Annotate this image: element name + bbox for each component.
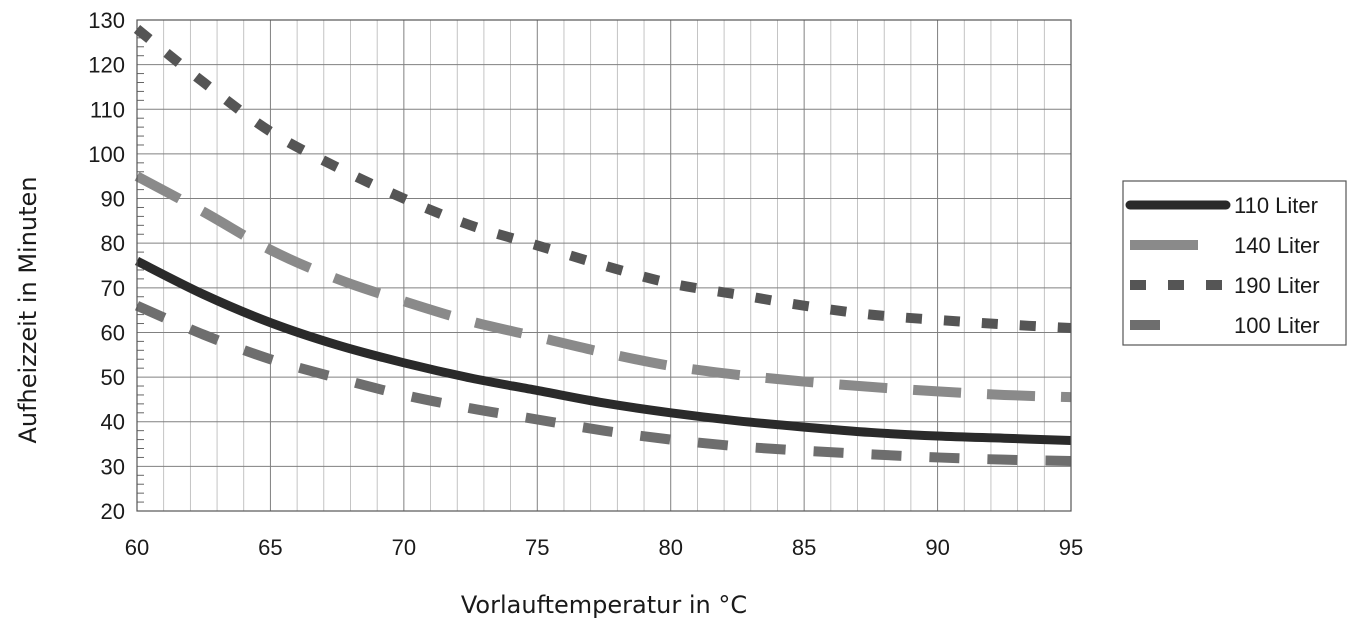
x-tick-label: 60 [125,535,149,560]
legend-label: 140 Liter [1234,233,1320,258]
x-tick-label: 95 [1059,535,1083,560]
x-tick-label: 90 [925,535,949,560]
series-layer [133,25,1072,467]
y-tick-label: 110 [90,97,125,122]
y-axis-tick-labels: 20 30 40 50 60 70 80 90 100 110 120 130 [88,8,125,524]
y-tick-label: 30 [101,454,125,479]
legend-label: 100 Liter [1234,313,1320,338]
x-tick-label: 80 [658,535,682,560]
series-line-190-liter [133,25,1072,333]
plot-frame [136,19,1072,512]
legend: 110 Liter 140 Liter 190 Liter 100 Liter [1122,180,1347,346]
x-tick-label: 75 [525,535,549,560]
y-tick-label: 130 [88,8,125,33]
y-tick-label: 90 [101,187,125,212]
legend-label: 110 Liter [1234,193,1318,218]
y-tick-label: 100 [88,142,125,167]
y-tick-label: 120 [88,53,125,78]
x-tick-label: 70 [392,535,416,560]
series-line-110-liter [134,257,1072,445]
series-line-140-liter [134,171,1072,403]
y-tick-label: 70 [101,276,125,301]
x-tick-label: 85 [792,535,816,560]
y-axis-title: Aufheizzeit in Minuten [14,176,42,443]
y-tick-label: 80 [101,231,125,256]
x-tick-label: 65 [258,535,282,560]
y-tick-label: 50 [101,365,125,390]
y-tick-label: 40 [101,410,125,435]
x-axis-title: Vorlauftemperatur in °C [461,591,747,619]
x-axis-tick-labels: 60 65 70 75 80 85 90 95 [125,535,1083,560]
series-line-100-liter [135,301,1072,467]
legend-label: 190 Liter [1234,273,1320,298]
y-tick-label: 20 [101,499,125,524]
y-tick-label: 60 [101,320,125,345]
